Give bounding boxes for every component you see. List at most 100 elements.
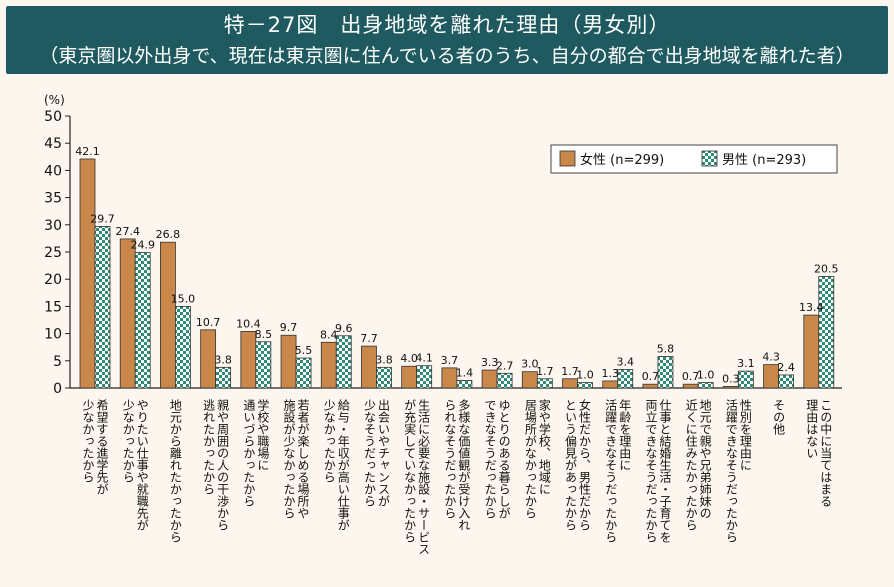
y-tick-label: 40 bbox=[44, 163, 62, 179]
data-label-female: 1.3 bbox=[601, 367, 619, 380]
bar-male bbox=[737, 370, 754, 389]
category-label: 性別を理由に bbox=[738, 399, 752, 471]
bar-male bbox=[697, 382, 714, 389]
bar-male bbox=[577, 382, 593, 389]
category-label: 通いづらかったから bbox=[242, 399, 256, 507]
data-label-female: 7.7 bbox=[360, 332, 378, 345]
category-label: 給与・年収が高い仕事が bbox=[336, 399, 350, 531]
bar-female bbox=[79, 158, 96, 389]
y-tick-label: 5 bbox=[53, 354, 62, 370]
legend-label-female: 女性 (n=299) bbox=[580, 152, 664, 168]
y-tick-label: 50 bbox=[44, 109, 62, 125]
category-label: られなそうだったから bbox=[443, 399, 457, 519]
legend-label-male: 男性 (n=293) bbox=[722, 153, 806, 168]
category-label: 出会いやチャンスが bbox=[376, 399, 390, 507]
data-label-female: 9.7 bbox=[280, 321, 298, 334]
data-label-male: 4.1 bbox=[415, 352, 433, 365]
category-label: 家や学校、地域に bbox=[537, 398, 551, 495]
category-label: 年齢を理由に bbox=[618, 399, 632, 471]
data-label-male: 5.8 bbox=[657, 342, 675, 355]
bar-male bbox=[335, 335, 352, 389]
data-label-male: 1.0 bbox=[697, 369, 715, 382]
category-label: 少なかったから bbox=[121, 399, 135, 483]
data-label-female: 0.3 bbox=[722, 372, 740, 385]
data-label-male: 2.7 bbox=[496, 359, 514, 372]
bar-male bbox=[617, 369, 634, 389]
data-label-male: 3.1 bbox=[737, 357, 755, 370]
data-label-female: 42.1 bbox=[75, 145, 100, 158]
data-label-male: 20.5 bbox=[814, 262, 839, 275]
category-label: 地元で親や兄弟姉妹の bbox=[698, 399, 712, 519]
category-label: 近くに住みたかったから bbox=[684, 399, 698, 531]
category-label: 施設が少なかったから bbox=[282, 399, 296, 519]
category-label: 居場所がなかったから bbox=[523, 399, 537, 519]
bar-male bbox=[536, 378, 553, 389]
bar-male bbox=[134, 252, 151, 389]
category-label: この中に当てはまる bbox=[819, 399, 833, 507]
category-label: 学校や職場に bbox=[256, 398, 270, 471]
y-tick-label: 45 bbox=[44, 136, 62, 152]
data-label-female: 0.7 bbox=[642, 370, 660, 383]
legend: 女性 (n=299) 男性 (n=293) bbox=[550, 144, 838, 174]
data-label-male: 3.8 bbox=[375, 353, 393, 366]
bar-female bbox=[401, 365, 418, 389]
category-label: 少なそうだったから bbox=[362, 399, 376, 507]
legend-swatch-female bbox=[559, 150, 576, 167]
category-label: 生活に必要な施設・サービス bbox=[417, 399, 431, 555]
data-label-female: 1.7 bbox=[561, 365, 579, 378]
category-label: 活躍できなそうだったから bbox=[604, 399, 618, 543]
bar-female bbox=[803, 314, 820, 389]
category-label: 地元から離れたかったから bbox=[168, 399, 182, 543]
data-label-male: 9.6 bbox=[335, 322, 353, 335]
y-tick-label: 15 bbox=[44, 299, 62, 315]
data-label-male: 29.7 bbox=[90, 212, 115, 225]
bar-female bbox=[682, 383, 699, 389]
bar-male bbox=[456, 379, 473, 389]
bar-female bbox=[763, 364, 779, 389]
data-label-male: 15.0 bbox=[171, 292, 196, 305]
chart-title: 特－27図 出身地域を離れた理由（男女別） bbox=[223, 13, 671, 37]
bar-female bbox=[642, 383, 659, 389]
data-label-female: 4.3 bbox=[762, 351, 780, 364]
y-tick-label: 30 bbox=[44, 218, 62, 234]
data-label-male: 1.4 bbox=[456, 366, 474, 379]
category-label: 少なかったから bbox=[322, 399, 336, 483]
bar-female bbox=[722, 385, 739, 389]
category-label: 多様な価値観が受け入れ bbox=[457, 399, 471, 531]
category-label: 若者が楽しめる場所や bbox=[296, 399, 310, 519]
bar-female bbox=[280, 334, 297, 389]
bar-female bbox=[562, 378, 578, 389]
category-label: ゆとりのある暮らしが bbox=[497, 399, 511, 519]
bar-female bbox=[240, 331, 257, 389]
data-label-female: 8.4 bbox=[320, 328, 338, 341]
category-label: 理由はない bbox=[805, 399, 819, 459]
data-label-male: 2.4 bbox=[777, 361, 795, 374]
bar-male bbox=[416, 365, 433, 389]
data-label-male: 1.7 bbox=[536, 365, 554, 378]
y-tick-label: 35 bbox=[44, 191, 62, 207]
bar-female bbox=[521, 371, 538, 389]
bar-female bbox=[160, 241, 176, 389]
bar-male bbox=[215, 366, 232, 389]
category-label: 親や周囲の人の干渉から bbox=[216, 399, 230, 531]
bar-female bbox=[119, 238, 136, 389]
bar-female bbox=[200, 329, 217, 389]
category-label: 希望する進学先が bbox=[95, 398, 109, 495]
data-label-male: 8.5 bbox=[255, 328, 273, 341]
category-label: が充実していなかったから bbox=[403, 399, 417, 543]
bar-male bbox=[657, 356, 674, 389]
category-label: 女性だから、男性だから bbox=[578, 398, 592, 531]
bar-male bbox=[295, 357, 312, 389]
bar-male bbox=[94, 226, 111, 389]
bar-male bbox=[818, 276, 835, 389]
category-label: という偏見があったから bbox=[564, 399, 578, 531]
data-label-male: 3.4 bbox=[616, 356, 634, 369]
data-label-female: 0.7 bbox=[682, 370, 700, 383]
category-label: 両立できなそうだったから bbox=[644, 399, 658, 543]
y-tick-label: 20 bbox=[44, 272, 62, 288]
chart-subtitle: （東京圏以外出身で、現在は東京圏に住んでいる者のうち、自分の都合で出身地域を離れ… bbox=[39, 45, 855, 67]
category-label: 活躍できなそうだったから bbox=[724, 399, 738, 543]
bar-female bbox=[361, 345, 377, 389]
data-label-male: 1.0 bbox=[576, 369, 594, 382]
